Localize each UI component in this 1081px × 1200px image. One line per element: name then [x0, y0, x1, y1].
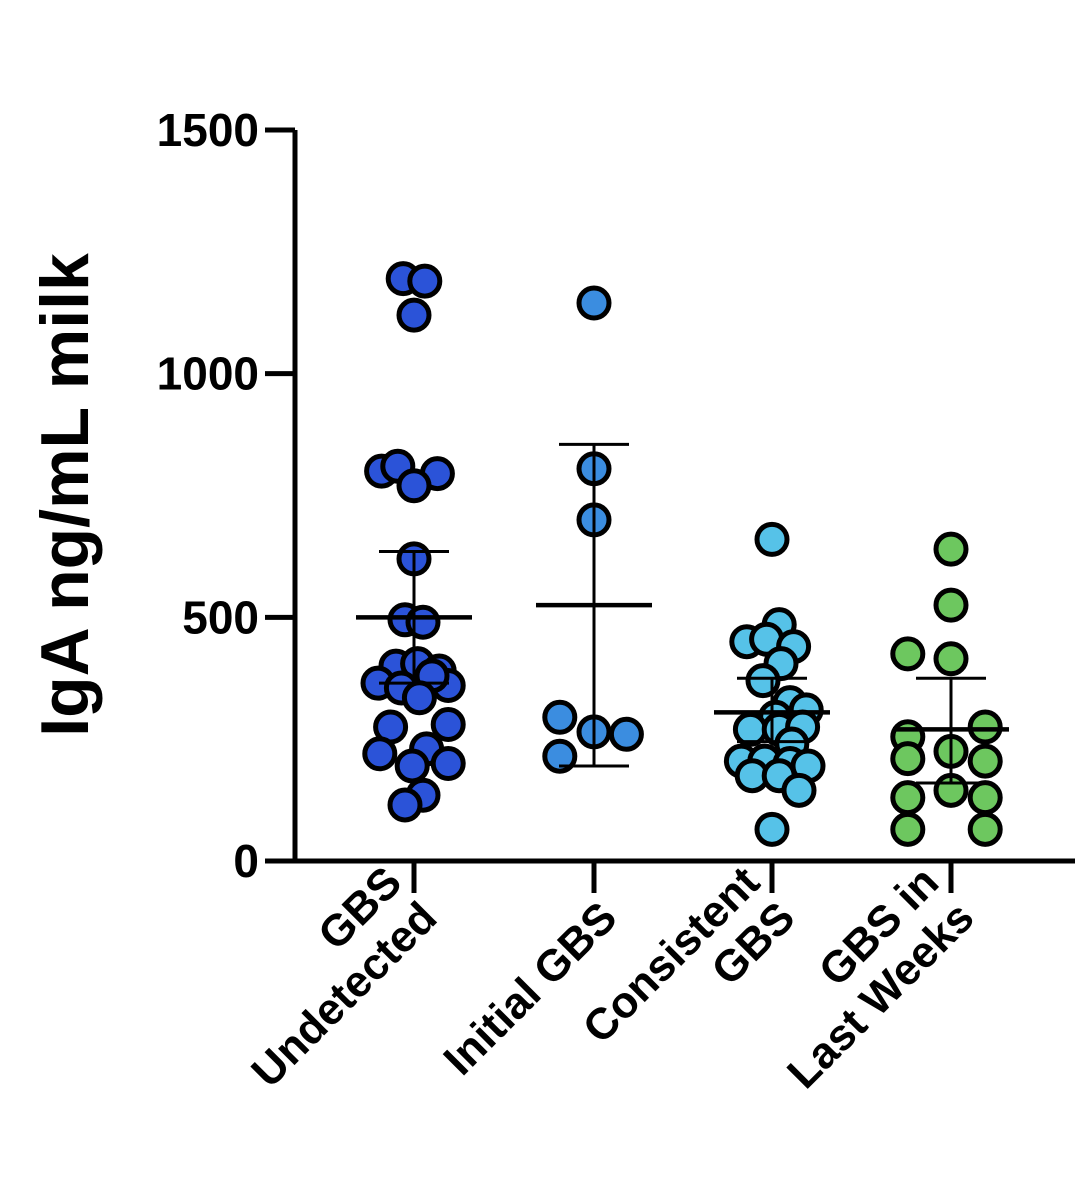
data-point	[967, 743, 1003, 779]
data-point	[754, 521, 790, 557]
data-group	[536, 285, 652, 774]
data-point	[401, 680, 437, 716]
data-point	[933, 587, 969, 623]
data-point	[890, 741, 926, 777]
y-axis-title: IgA ng/mL milk	[27, 253, 103, 737]
x-category-label: Initial GBS	[434, 893, 626, 1085]
data-point	[396, 468, 432, 504]
y-tick-label: 1000	[157, 348, 259, 400]
data-point	[387, 787, 423, 823]
data-point	[967, 709, 1003, 745]
data-point	[890, 780, 926, 816]
data-groups	[356, 261, 1009, 847]
data-point	[407, 263, 443, 299]
data-point	[933, 531, 969, 567]
data-point	[967, 780, 1003, 816]
data-point	[362, 736, 398, 772]
data-point	[781, 772, 817, 808]
data-point	[890, 636, 926, 672]
data-point	[430, 707, 466, 743]
y-tick-label: 0	[233, 835, 259, 887]
data-point	[394, 748, 430, 784]
data-point	[732, 711, 768, 747]
data-point	[967, 811, 1003, 847]
data-point	[542, 699, 578, 735]
data-point	[576, 285, 612, 321]
data-point	[890, 811, 926, 847]
data-group	[890, 531, 1009, 847]
data-point	[542, 738, 578, 774]
y-tick-label: 1500	[157, 104, 259, 156]
data-point	[430, 746, 466, 782]
x-category-label-line: Initial GBS	[434, 893, 626, 1085]
data-group	[714, 521, 830, 847]
data-group	[356, 261, 472, 823]
y-tick-label: 500	[182, 591, 259, 643]
data-point	[396, 297, 432, 333]
y-axis: 0 500 1000 1500	[157, 104, 298, 887]
data-point	[933, 641, 969, 677]
data-point	[754, 811, 790, 847]
data-point	[608, 716, 644, 752]
